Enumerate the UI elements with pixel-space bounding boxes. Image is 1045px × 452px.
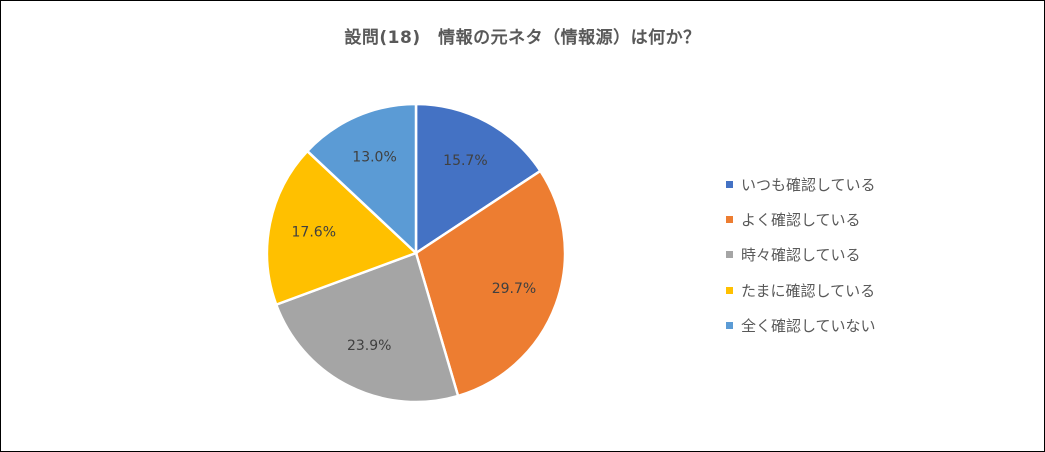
pie-slice-2 bbox=[414, 169, 567, 398]
legend-item-2: よく確認している bbox=[726, 202, 876, 237]
legend-swatch bbox=[726, 286, 733, 294]
data-label-4: 17.6% bbox=[292, 224, 336, 240]
pie-slice-1 bbox=[414, 102, 543, 256]
legend-item-1: いつも確認している bbox=[726, 167, 876, 202]
legend-label: よく確認している bbox=[741, 211, 861, 230]
pie-slice-5 bbox=[305, 102, 418, 256]
legend-swatch bbox=[726, 181, 733, 189]
data-label-2: 29.7% bbox=[492, 281, 536, 297]
legend-swatch bbox=[726, 321, 733, 329]
chart-legend: いつも確認している よく確認している 時々確認している たまに確認している 全く確認して… bbox=[726, 167, 876, 343]
pie-slice-4 bbox=[265, 149, 419, 307]
chart-title: 設問(18) 情報の元ネタ（情報源）は何か？ bbox=[344, 28, 701, 48]
legend-swatch bbox=[726, 216, 733, 224]
data-label-3: 23.9% bbox=[347, 338, 391, 354]
legend-label: いつも確認している bbox=[741, 176, 876, 195]
legend-label: たまに確認している bbox=[741, 281, 876, 300]
legend-item-3: 時々確認している bbox=[726, 237, 876, 272]
data-label-1: 15.7% bbox=[443, 153, 487, 169]
pie-slice-3 bbox=[274, 251, 460, 404]
legend-item-5: 全く確認していない bbox=[726, 308, 876, 343]
legend-label: 全く確認していない bbox=[741, 316, 876, 335]
legend-swatch bbox=[726, 251, 733, 259]
legend-label: 時々確認している bbox=[741, 246, 861, 265]
legend-item-4: たまに確認している bbox=[726, 273, 876, 308]
data-label-5: 13.0% bbox=[352, 149, 396, 165]
